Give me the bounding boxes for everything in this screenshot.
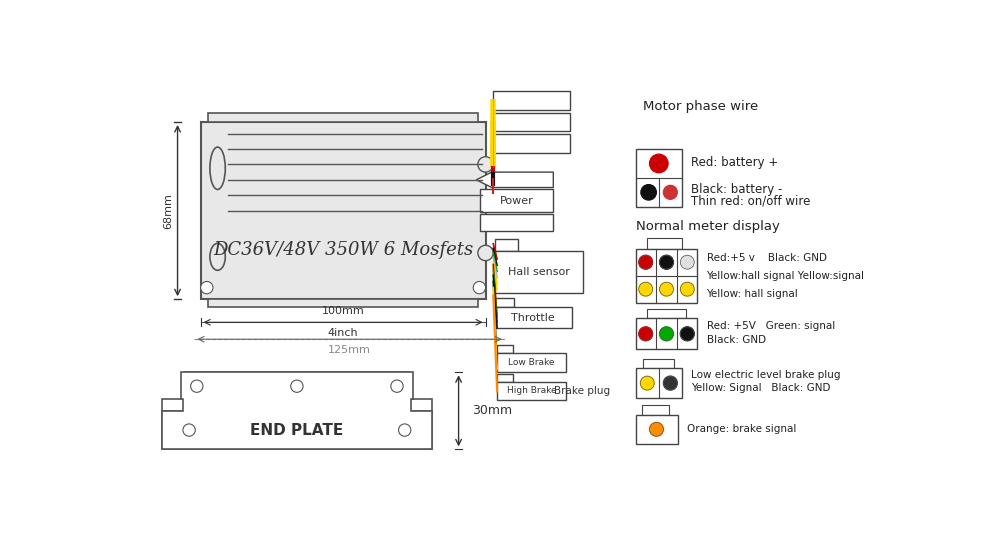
Circle shape xyxy=(473,281,486,294)
Circle shape xyxy=(201,281,213,294)
Text: END PLATE: END PLATE xyxy=(250,422,344,437)
Bar xyxy=(647,309,686,318)
Bar xyxy=(495,239,518,251)
Circle shape xyxy=(478,245,493,260)
Bar xyxy=(493,135,570,153)
Polygon shape xyxy=(476,172,553,188)
Text: 125mm: 125mm xyxy=(328,345,371,355)
Polygon shape xyxy=(162,373,432,449)
Circle shape xyxy=(660,327,673,341)
Circle shape xyxy=(183,424,195,436)
Circle shape xyxy=(639,255,653,269)
Ellipse shape xyxy=(210,147,225,189)
Text: Red: +5V   Green: signal: Red: +5V Green: signal xyxy=(707,321,835,331)
Circle shape xyxy=(680,282,694,296)
Text: High Brake: High Brake xyxy=(507,386,557,396)
Text: Yellow: hall signal: Yellow: hall signal xyxy=(707,289,798,299)
Bar xyxy=(636,149,682,207)
Text: Yellow:hall signal Yellow:signal: Yellow:hall signal Yellow:signal xyxy=(707,271,865,281)
Circle shape xyxy=(650,154,668,173)
Circle shape xyxy=(639,327,653,341)
Circle shape xyxy=(391,380,403,392)
Bar xyxy=(162,399,185,411)
Bar xyxy=(201,122,486,299)
Bar xyxy=(636,249,697,303)
Text: Normal meter display: Normal meter display xyxy=(636,220,780,233)
Circle shape xyxy=(639,282,653,296)
Bar xyxy=(497,382,566,400)
Ellipse shape xyxy=(210,243,225,270)
Text: Thin red: on/off wire: Thin red: on/off wire xyxy=(691,195,811,208)
Text: Brake plug: Brake plug xyxy=(554,386,610,396)
Text: Red:+5 v    Black: GND: Red:+5 v Black: GND xyxy=(707,254,827,263)
Bar xyxy=(497,353,566,371)
Bar xyxy=(636,415,678,444)
Circle shape xyxy=(680,255,694,269)
Circle shape xyxy=(291,380,303,392)
Text: Orange: brake signal: Orange: brake signal xyxy=(687,425,797,434)
Text: Black: battery -: Black: battery - xyxy=(691,183,783,196)
Text: Power: Power xyxy=(500,196,534,206)
Circle shape xyxy=(478,157,493,172)
Circle shape xyxy=(663,376,677,390)
Bar xyxy=(480,214,553,232)
Text: Black: GND: Black: GND xyxy=(707,335,766,345)
Text: 4inch: 4inch xyxy=(328,329,358,338)
Text: 30mm: 30mm xyxy=(472,404,513,418)
Bar xyxy=(495,251,583,293)
Bar xyxy=(208,299,478,307)
Text: Throttle: Throttle xyxy=(511,312,555,323)
Text: Yellow: Signal   Black: GND: Yellow: Signal Black: GND xyxy=(691,383,831,393)
Text: Motor phase wire: Motor phase wire xyxy=(643,100,759,113)
Bar xyxy=(162,411,432,449)
Text: Red: battery +: Red: battery + xyxy=(691,157,778,169)
Text: Low Brake: Low Brake xyxy=(509,358,555,367)
Bar xyxy=(642,405,669,415)
Bar xyxy=(185,373,409,411)
Bar xyxy=(495,297,514,307)
Text: Hall sensor: Hall sensor xyxy=(508,267,570,277)
Circle shape xyxy=(399,424,411,436)
Text: DC36V/48V 350W 6 Mosfets: DC36V/48V 350W 6 Mosfets xyxy=(213,241,473,258)
Bar xyxy=(497,345,512,353)
Circle shape xyxy=(660,282,673,296)
Circle shape xyxy=(660,255,673,269)
Circle shape xyxy=(640,376,654,390)
Bar xyxy=(647,237,682,249)
Bar xyxy=(636,318,697,349)
Circle shape xyxy=(191,380,203,392)
Circle shape xyxy=(663,185,677,199)
Bar xyxy=(636,368,682,398)
Text: 68mm: 68mm xyxy=(163,192,173,228)
Circle shape xyxy=(641,184,656,200)
Bar xyxy=(480,189,553,212)
Bar xyxy=(493,91,570,110)
Circle shape xyxy=(650,422,663,436)
Bar xyxy=(208,113,478,122)
Bar xyxy=(493,113,570,131)
Bar xyxy=(497,374,512,382)
Bar xyxy=(643,359,674,368)
Text: 100mm: 100mm xyxy=(322,306,364,316)
Bar xyxy=(495,307,572,329)
Circle shape xyxy=(680,327,694,341)
Bar xyxy=(409,399,432,411)
Text: Low electric level brake plug: Low electric level brake plug xyxy=(691,370,841,379)
